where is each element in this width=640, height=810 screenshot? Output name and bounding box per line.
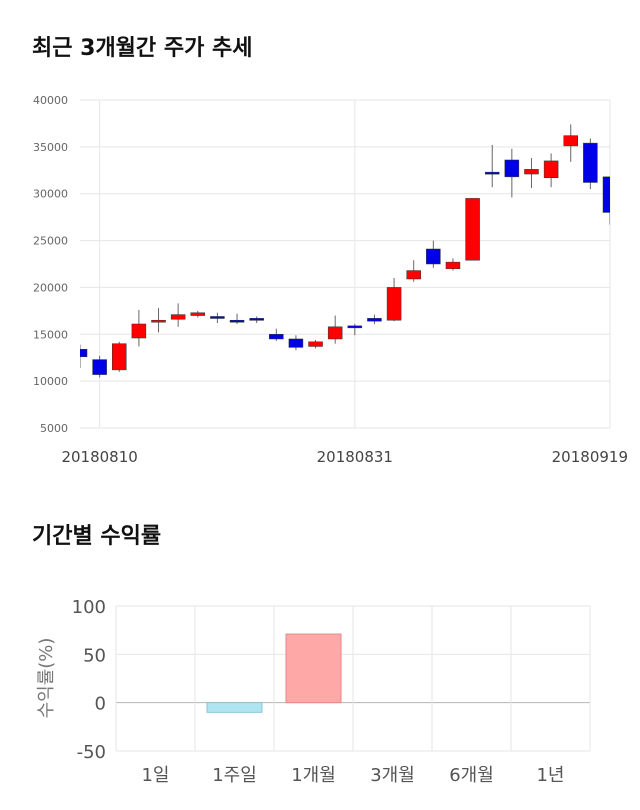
candle-body <box>406 270 421 280</box>
candle <box>112 341 127 372</box>
candle-body <box>80 349 88 358</box>
candle-body <box>484 171 500 175</box>
candle <box>249 316 264 324</box>
candle-body <box>131 323 147 339</box>
candle-body <box>190 312 206 316</box>
x-tick-label: 20180831 <box>317 448 393 466</box>
candle-body <box>327 326 343 340</box>
candle-body <box>386 287 402 321</box>
candle <box>131 309 147 347</box>
x-tick-label: 20180919 <box>552 448 628 466</box>
candle <box>347 323 363 336</box>
y-tick-label: 20000 <box>33 281 68 294</box>
candle <box>151 308 166 333</box>
candle <box>406 260 421 282</box>
candlestick-x-axis: 20180810 20180831 20180919 <box>61 448 628 466</box>
candle-body <box>92 359 107 375</box>
candle <box>288 335 304 351</box>
candle-body <box>170 314 186 320</box>
candle-body <box>543 160 559 179</box>
candle-body <box>426 248 441 265</box>
candle <box>367 314 382 324</box>
candle-body <box>367 318 382 322</box>
x-tick-label: 3개월 <box>370 765 415 786</box>
y-tick-label: 50 <box>83 645 106 666</box>
candle <box>170 303 186 327</box>
candle-body <box>465 198 480 261</box>
candle <box>583 138 598 190</box>
candle-body <box>347 325 363 329</box>
candlestick-grid <box>80 99 611 429</box>
x-tick-label: 1개월 <box>291 765 336 786</box>
candle <box>308 339 323 349</box>
candle-body <box>308 341 323 347</box>
candle <box>484 144 500 188</box>
candle-body <box>229 319 245 323</box>
candle-body <box>288 338 304 348</box>
candle-body <box>602 176 610 213</box>
candle-body <box>210 316 225 319</box>
candle <box>445 258 461 271</box>
returns-bars <box>206 633 342 713</box>
y-tick-label: 25000 <box>33 235 68 248</box>
period-returns-title: 기간별 수익률 <box>32 524 162 549</box>
candlestick-y-axis: 40000 35000 30000 25000 20000 15000 10000 5000 <box>33 94 68 435</box>
y-tick-label: 35000 <box>33 141 68 154</box>
candle-body <box>445 261 461 269</box>
candle <box>386 278 402 322</box>
candle <box>465 198 480 261</box>
y-tick-label: 100 <box>72 597 106 618</box>
candle <box>543 153 559 188</box>
price-trend-title: 최근 3개월간 주가 추세 <box>32 36 253 61</box>
candle <box>426 240 441 268</box>
x-tick-label: 1년 <box>536 765 564 786</box>
candle-body <box>249 318 264 321</box>
returns-x-axis: 1일 1주일 1개월 3개월 6개월 1년 <box>141 765 564 786</box>
candle <box>190 310 206 318</box>
candle <box>524 158 539 189</box>
y-tick-label: 15000 <box>33 328 68 341</box>
candle <box>210 312 225 324</box>
candle-body <box>269 334 284 340</box>
candle-body <box>524 169 539 175</box>
x-tick-label: 1주일 <box>212 765 257 786</box>
y-tick-label: 5000 <box>40 422 68 435</box>
returns-y-axis-label: 수익률(%) <box>36 638 57 719</box>
candlestick-series <box>80 124 610 378</box>
return-bar <box>285 633 342 704</box>
x-tick-label: 6개월 <box>449 765 494 786</box>
candle <box>504 148 520 198</box>
return-bar <box>206 702 263 713</box>
candle <box>563 124 578 162</box>
candle <box>80 344 88 369</box>
candle-body <box>504 159 520 178</box>
x-tick-label: 20180810 <box>61 448 137 466</box>
y-tick-label: -50 <box>77 742 106 763</box>
candlestick-chart: 400003500030000250002000015000100005000 … <box>33 94 628 466</box>
candle-body <box>151 319 166 323</box>
candle-body <box>563 135 578 147</box>
candle <box>602 176 610 225</box>
candle-body <box>583 142 598 183</box>
y-tick-label: 30000 <box>33 188 68 201</box>
returns-y-axis: 100 50 0 -50 <box>72 597 106 763</box>
candle <box>327 315 343 344</box>
y-tick-label: 0 <box>95 694 106 715</box>
x-tick-label: 1일 <box>141 765 169 786</box>
candle <box>269 328 284 341</box>
candle <box>229 313 245 324</box>
candle-body <box>112 343 127 371</box>
y-tick-label: 10000 <box>33 375 68 388</box>
candle <box>92 355 107 378</box>
y-tick-label: 40000 <box>33 94 68 107</box>
candles <box>80 124 610 378</box>
returns-grid <box>115 605 591 752</box>
